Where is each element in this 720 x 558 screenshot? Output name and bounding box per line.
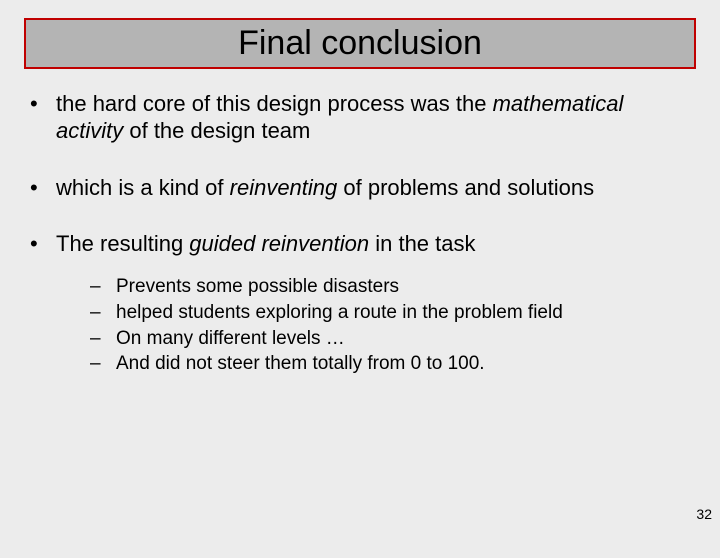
bullet-marker: • [30, 231, 56, 258]
bullet-marker: • [30, 175, 56, 202]
slide-title: Final conclusion [26, 24, 694, 63]
bullet-text: which is a kind of reinventing of proble… [56, 175, 690, 202]
dash-marker: – [90, 274, 116, 300]
sub-text: helped students exploring a route in the… [116, 300, 690, 326]
bullet-item: • which is a kind of reinventing of prob… [30, 175, 690, 202]
sub-text: And did not steer them totally from 0 to… [116, 351, 690, 377]
dash-marker: – [90, 351, 116, 377]
slide-body: • the hard core of this design process w… [0, 69, 720, 377]
bullet-marker: • [30, 91, 56, 145]
page-number: 32 [696, 506, 712, 522]
bullet-item: • The resulting guided reinvention in th… [30, 231, 690, 258]
sub-text: On many different levels … [116, 326, 690, 352]
sub-item: – Prevents some possible disasters [90, 274, 690, 300]
bullet-text: The resulting guided reinvention in the … [56, 231, 690, 258]
dash-marker: – [90, 326, 116, 352]
sub-item: – And did not steer them totally from 0 … [90, 351, 690, 377]
sub-item: – helped students exploring a route in t… [90, 300, 690, 326]
sub-list: – Prevents some possible disasters – hel… [30, 268, 690, 377]
title-box: Final conclusion [24, 18, 696, 69]
bullet-text: the hard core of this design process was… [56, 91, 690, 145]
dash-marker: – [90, 300, 116, 326]
sub-item: – On many different levels … [90, 326, 690, 352]
bullet-item: • the hard core of this design process w… [30, 91, 690, 145]
sub-text: Prevents some possible disasters [116, 274, 690, 300]
